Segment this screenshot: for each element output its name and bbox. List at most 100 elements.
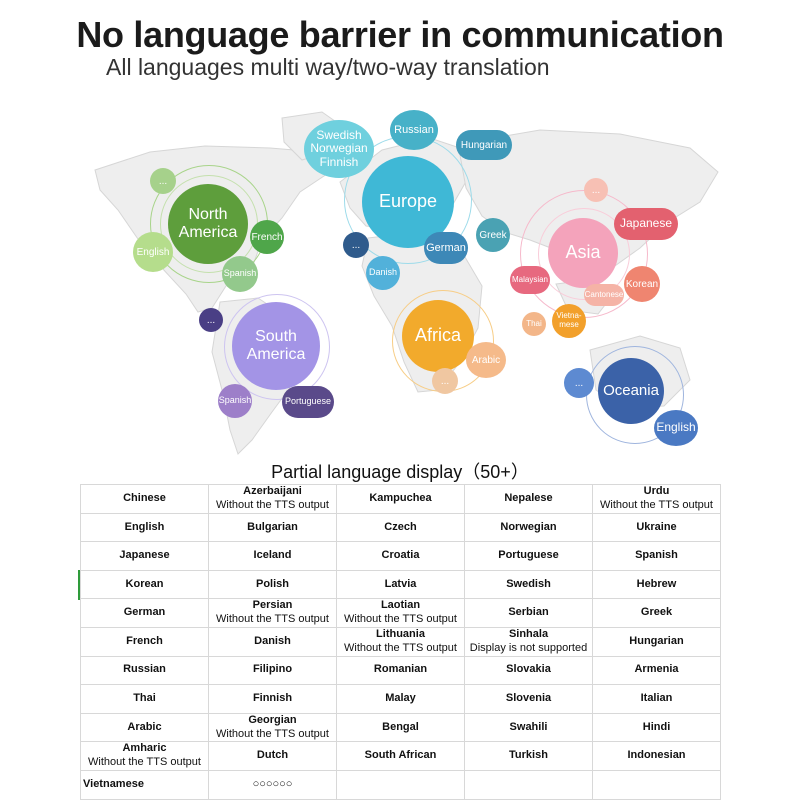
language-cell: Malay	[336, 684, 465, 714]
language-bubble-portuguese: Portuguese	[282, 386, 334, 418]
region-africa: Africa	[402, 300, 474, 372]
region-label: America	[178, 224, 238, 241]
table-caption: Partial language display（50+）	[271, 462, 529, 482]
page-subtitle: All languages multi way/two-way translat…	[106, 54, 550, 80]
language-cell: Bengal	[336, 712, 465, 743]
language-note: Without the TTS output	[344, 613, 457, 626]
language-name: Azerbaijani	[243, 485, 302, 498]
more-languages-bubble: ...	[584, 178, 608, 202]
language-label: mese	[559, 320, 579, 329]
language-cell: Azerbaijani Without the TTS output	[208, 484, 337, 514]
language-bubble-english: English	[133, 232, 173, 272]
language-note: Display is not supported	[469, 641, 588, 654]
table-row: Thai Finnish Malay Slovenia Italian	[80, 684, 721, 714]
language-cell: Sinhala Display is not supported	[464, 626, 593, 657]
language-name: Portuguese	[498, 549, 559, 562]
language-name: Japanese	[119, 549, 170, 562]
table-row: French Danish Lithuania Without the TTS out…	[80, 626, 721, 657]
language-name: Kampuchea	[369, 491, 432, 504]
language-table-body: Chinese Azerbaijani Without the TTS output…	[80, 484, 721, 800]
language-bubble-greek: Greek	[476, 218, 510, 252]
language-name: Italian	[640, 692, 673, 705]
more-languages-bubble: ...	[432, 368, 458, 394]
language-name: ○○○○○○	[252, 777, 293, 790]
language-name: Nepalese	[504, 491, 553, 504]
language-cell	[336, 769, 465, 800]
language-cell: Ukraine	[592, 512, 721, 543]
language-cell: Turkish	[464, 741, 593, 771]
language-cell: German	[80, 598, 209, 628]
south-america-ring-outer	[224, 294, 330, 400]
language-name: Persian	[252, 599, 293, 612]
language-cell: Amharic Without the TTS output	[80, 741, 209, 771]
language-name: German	[123, 606, 166, 619]
language-cell: Czech	[336, 512, 465, 543]
table-row: Chinese Azerbaijani Without the TTS output…	[80, 484, 721, 514]
language-cell: Persian Without the TTS output	[208, 598, 337, 628]
language-cell: South African	[336, 741, 465, 771]
language-name: Greek	[640, 606, 673, 619]
language-name: Iceland	[253, 549, 292, 562]
language-cell: Hebrew	[592, 569, 721, 600]
language-label: Finnish	[319, 154, 359, 169]
language-cell	[464, 769, 593, 800]
language-name: Korean	[125, 577, 164, 590]
language-cell: Hindi	[592, 712, 721, 743]
more-languages-bubble: ...	[564, 368, 594, 398]
language-name: Sinhala	[508, 628, 549, 641]
language-cell: Bulgarian	[208, 512, 337, 543]
region-asia: Asia	[548, 218, 618, 288]
language-name: Slovakia	[506, 663, 551, 676]
language-cell: Armenia	[592, 655, 721, 686]
table-row: Vietnamese ○○○○○○	[80, 769, 721, 800]
language-note: Without the TTS output	[344, 641, 457, 654]
language-cell: Nepalese	[464, 484, 593, 514]
language-name: Dutch	[256, 749, 289, 762]
language-name: French	[126, 634, 163, 647]
language-note: Without the TTS output	[216, 727, 329, 740]
language-cell	[592, 769, 721, 800]
language-bubble-spanish: Spanish	[222, 256, 258, 292]
table-row: Korean Polish Latvia Swedish Hebrew	[80, 569, 721, 600]
language-bubble-korean: Korean	[624, 266, 660, 302]
language-name: Urdu	[643, 485, 670, 498]
language-label: Vietna-	[556, 311, 582, 321]
language-cell: Finnish	[208, 684, 337, 714]
language-name: Arabic	[127, 720, 162, 733]
region-south-america: South America	[232, 302, 320, 390]
language-name: Slovenia	[505, 692, 552, 705]
language-cell: Filipino	[208, 655, 337, 686]
more-languages-bubble: ...	[150, 168, 176, 194]
language-cell: Spanish	[592, 541, 721, 571]
language-name: Spanish	[635, 549, 678, 562]
language-note: Without the TTS output	[216, 498, 329, 511]
language-cell: Kampuchea	[336, 484, 465, 514]
language-cell: Dutch	[208, 741, 337, 771]
language-name: Filipino	[252, 663, 293, 676]
language-name: Lithuania	[376, 628, 425, 641]
language-bubble-hungarian: Hungarian	[456, 130, 512, 160]
language-cell: Lithuania Without the TTS output	[336, 626, 465, 657]
language-name: Hebrew	[636, 577, 677, 590]
language-cell: Swahili	[464, 712, 593, 743]
table-row: Amharic Without the TTS output Dutch South …	[80, 741, 721, 771]
language-table: Chinese Azerbaijani Without the TTS output…	[80, 484, 721, 800]
language-name: Laotian	[380, 599, 421, 612]
language-cell: Polish	[208, 569, 337, 600]
language-cell: Russian	[80, 655, 209, 686]
language-cell: Greek	[592, 598, 721, 628]
language-bubble-arabic: Arabic	[466, 342, 506, 378]
language-cell: Swedish	[464, 569, 593, 600]
language-bubble-spanish: Spanish	[218, 384, 252, 418]
language-name: Swahili	[509, 720, 548, 733]
language-name: Latvia	[384, 577, 417, 590]
language-cell: Slovenia	[464, 684, 593, 714]
language-name: Swedish	[506, 577, 551, 590]
language-note: Without the TTS output	[216, 613, 329, 626]
row-marker	[78, 570, 80, 600]
table-row: Arabic Georgian Without the TTS output Beng…	[80, 712, 721, 743]
language-name: English	[124, 520, 165, 533]
language-note: Without the TTS output	[600, 498, 713, 511]
language-cell: Vietnamese	[80, 769, 209, 800]
language-name: Serbian	[508, 606, 549, 619]
